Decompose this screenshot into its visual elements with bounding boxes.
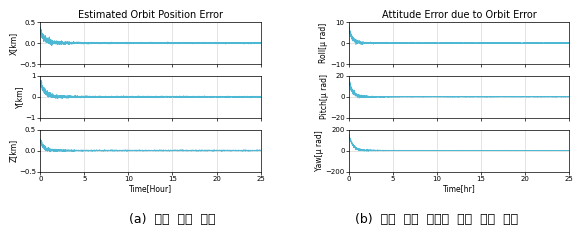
Title: Attitude Error due to Orbit Error: Attitude Error due to Orbit Error — [382, 10, 536, 20]
Y-axis label: X[km]: X[km] — [9, 31, 18, 55]
Title: Estimated Orbit Position Error: Estimated Orbit Position Error — [78, 10, 223, 20]
Text: (b)  궤도  추정  오차에  따른  자세  오차: (b) 궤도 추정 오차에 따른 자세 오차 — [355, 213, 519, 226]
Text: (a)  궤도  추정  오차: (a) 궤도 추정 오차 — [129, 213, 216, 226]
X-axis label: Time[hr]: Time[hr] — [443, 184, 476, 194]
Y-axis label: Roll[μ rad]: Roll[μ rad] — [319, 23, 328, 63]
Y-axis label: Y[km]: Y[km] — [16, 86, 24, 108]
Y-axis label: Z[km]: Z[km] — [9, 139, 18, 162]
Y-axis label: Pitch[μ rad]: Pitch[μ rad] — [320, 74, 328, 119]
Y-axis label: Yaw[μ rad]: Yaw[μ rad] — [315, 130, 324, 171]
X-axis label: Time[Hour]: Time[Hour] — [129, 184, 172, 194]
